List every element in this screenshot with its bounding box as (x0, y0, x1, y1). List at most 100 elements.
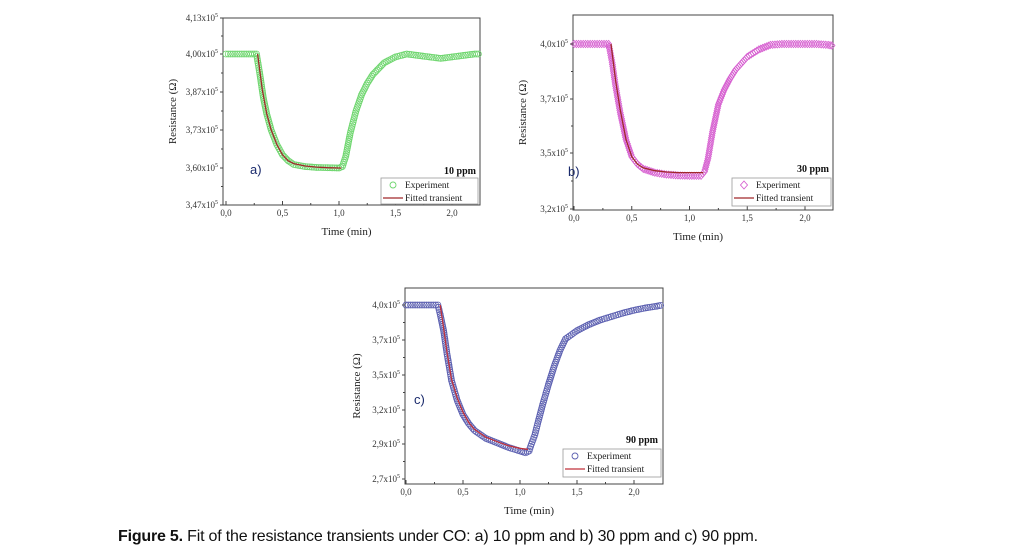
data-point (662, 170, 670, 179)
data-point (799, 39, 807, 49)
y-tick-label: 4,13x105 (186, 13, 218, 23)
data-point (412, 51, 420, 59)
data-point (231, 50, 239, 58)
data-point (625, 143, 633, 153)
data-point (619, 120, 627, 130)
data-point (444, 54, 451, 61)
y-tick-label: 3,73x105 (186, 125, 218, 135)
x-axis-title: Time (min) (504, 505, 554, 517)
data-point (755, 45, 763, 54)
data-point (615, 99, 623, 108)
data-point (457, 52, 465, 60)
data-point (615, 103, 623, 113)
data-point (410, 51, 417, 59)
data-point (612, 81, 620, 91)
data-point (577, 39, 585, 49)
data-point (611, 79, 619, 89)
y-tick-label: 4,00x105 (186, 49, 218, 59)
fitted-transient-line (256, 53, 342, 169)
data-point (453, 52, 460, 60)
data-point (757, 44, 765, 53)
data-point (591, 39, 599, 49)
data-point (435, 54, 442, 62)
data-point (439, 54, 447, 62)
data-point (616, 108, 624, 117)
data-point (407, 301, 414, 309)
y-tick-label: 4,0x105 (372, 300, 400, 310)
data-point (367, 74, 375, 82)
y-tick-label: 3,7x105 (540, 94, 568, 104)
data-point (642, 304, 649, 312)
data-point (607, 53, 615, 62)
data-point (617, 112, 625, 121)
data-point (224, 50, 232, 58)
y-tick-label: 4,0x105 (540, 39, 568, 49)
data-point (803, 39, 811, 49)
data-point (669, 170, 677, 180)
x-tick-label: 1,0 (514, 487, 526, 497)
data-point (593, 39, 601, 49)
data-point (421, 52, 429, 60)
data-point (685, 171, 694, 180)
data-point (570, 39, 578, 49)
data-point (727, 72, 735, 82)
legend: Experiment Fitted transient (731, 177, 832, 207)
data-point (620, 126, 628, 136)
data-point (459, 52, 467, 59)
data-point (600, 39, 608, 49)
data-point (602, 39, 610, 49)
panel-letter: b) (568, 164, 580, 179)
data-point (227, 50, 234, 58)
data-point (782, 39, 791, 49)
data-point (726, 74, 734, 84)
data-point (621, 129, 629, 138)
data-point (815, 39, 823, 49)
data-point (826, 40, 834, 50)
data-point (623, 139, 631, 149)
data-point (683, 171, 691, 180)
data-point (657, 301, 664, 309)
data-point (817, 40, 825, 49)
data-point (780, 39, 788, 49)
data-point (618, 118, 626, 128)
data-point (363, 79, 371, 87)
x-tick-label: 2,0 (799, 213, 811, 223)
legend-experiment-marker (571, 452, 579, 460)
data-point (624, 141, 632, 151)
x-tick-label: 0,0 (220, 208, 232, 218)
data-point (620, 124, 628, 134)
y-tick-label: 3,7x105 (372, 335, 400, 345)
data-point (238, 50, 246, 58)
data-point (617, 110, 625, 119)
data-point (571, 328, 579, 336)
data-point (253, 50, 260, 58)
data-point (810, 39, 818, 49)
data-point (634, 159, 642, 169)
data-point (466, 51, 474, 58)
legend-fit-label: Fitted transient (405, 194, 463, 204)
data-point (423, 53, 431, 61)
data-point (692, 171, 700, 180)
data-point (615, 101, 623, 111)
data-point (665, 170, 673, 179)
legend-fit-label: Fitted transient (587, 465, 645, 475)
data-point (622, 135, 630, 144)
x-tick-label: 2,0 (628, 487, 640, 497)
concentration-label: 30 ppm (797, 164, 830, 175)
data-point (614, 97, 622, 106)
data-point (796, 39, 804, 49)
data-point (572, 39, 580, 49)
data-point (364, 78, 372, 85)
data-point (688, 171, 696, 180)
data-point (789, 39, 797, 49)
y-tick-label: 3,87x105 (186, 87, 218, 97)
data-point (463, 416, 470, 424)
data-point (437, 54, 445, 62)
data-point (432, 54, 440, 62)
data-point (623, 137, 631, 146)
data-point (660, 169, 668, 179)
data-point (644, 304, 652, 311)
data-point (681, 171, 689, 180)
data-point (471, 50, 479, 58)
data-point (418, 301, 426, 309)
